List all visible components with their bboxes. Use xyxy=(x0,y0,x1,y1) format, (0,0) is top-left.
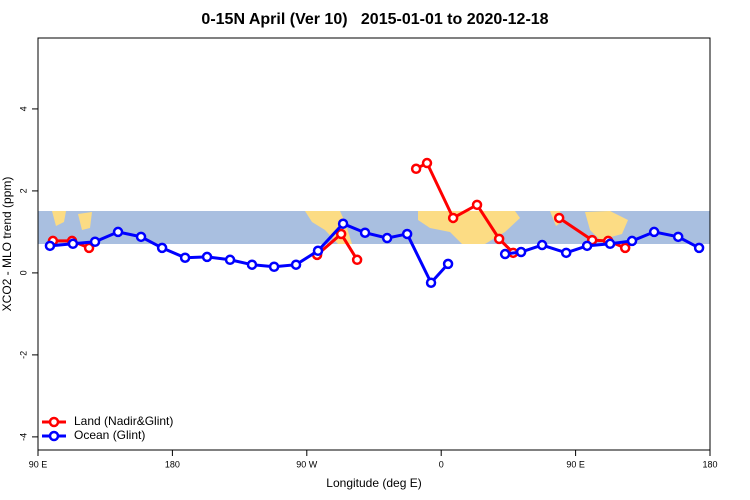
data-point xyxy=(112,226,124,238)
x-tick-label: 0 xyxy=(439,459,444,469)
x-tick-label: 180 xyxy=(702,459,717,469)
data-point xyxy=(351,254,363,266)
land-shape xyxy=(418,211,520,244)
data-point xyxy=(268,261,280,273)
y-tick-label: 4 xyxy=(18,106,28,111)
data-point xyxy=(224,254,236,266)
data-point xyxy=(83,242,95,254)
data-point xyxy=(335,228,347,240)
y-tick-label: 2 xyxy=(18,188,28,193)
y-axis-label: XCO2 - MLO trend (ppm) xyxy=(0,177,14,312)
data-point xyxy=(626,235,638,247)
data-point xyxy=(499,248,511,260)
data-point xyxy=(693,242,705,254)
data-point xyxy=(581,240,593,252)
x-tick-label: 90 E xyxy=(29,459,48,469)
data-point xyxy=(421,157,433,169)
data-point xyxy=(560,247,572,259)
data-point xyxy=(337,218,349,229)
data-point xyxy=(44,240,56,252)
chart-title: 0-15N April (Ver 10) 2015-01-01 to 2020-… xyxy=(201,11,548,28)
data-point xyxy=(515,246,527,258)
data-point xyxy=(471,199,483,211)
plot-frame xyxy=(37,37,711,451)
data-point xyxy=(156,242,168,254)
legend-marker xyxy=(48,430,60,442)
data-point xyxy=(672,231,684,243)
legend-label: Ocean (Glint) xyxy=(74,428,145,442)
data-point xyxy=(604,238,616,250)
data-point xyxy=(246,259,258,270)
land-shape xyxy=(52,211,92,230)
data-point xyxy=(312,245,324,257)
data-point xyxy=(89,236,101,247)
data-point xyxy=(201,251,213,263)
data-point xyxy=(135,231,147,243)
data-point xyxy=(442,258,454,270)
data-point xyxy=(179,252,191,263)
data-point xyxy=(425,277,437,288)
x-tick-label: 180 xyxy=(165,459,180,469)
data-point xyxy=(67,238,79,250)
y-tick-label: -4 xyxy=(18,433,28,441)
data-point xyxy=(447,212,459,224)
legend-label: Land (Nadir&Glint) xyxy=(74,414,173,428)
y-tick-label: 0 xyxy=(18,270,28,275)
data-point xyxy=(359,227,371,238)
data-point xyxy=(553,212,565,224)
x-axis-label: Longitude (deg E) xyxy=(326,476,421,490)
data-point xyxy=(410,163,422,175)
data-point xyxy=(493,233,505,245)
data-point xyxy=(536,239,548,251)
data-point xyxy=(381,232,393,244)
legend-marker xyxy=(48,416,60,428)
data-point xyxy=(290,259,302,270)
data-point xyxy=(648,226,660,238)
data-point xyxy=(619,242,631,254)
x-tick-label: 90 W xyxy=(296,459,318,469)
x-tick-label: 90 E xyxy=(566,459,585,469)
data-point xyxy=(401,228,413,240)
land-shape xyxy=(550,211,628,240)
y-tick-label: -2 xyxy=(18,351,28,359)
